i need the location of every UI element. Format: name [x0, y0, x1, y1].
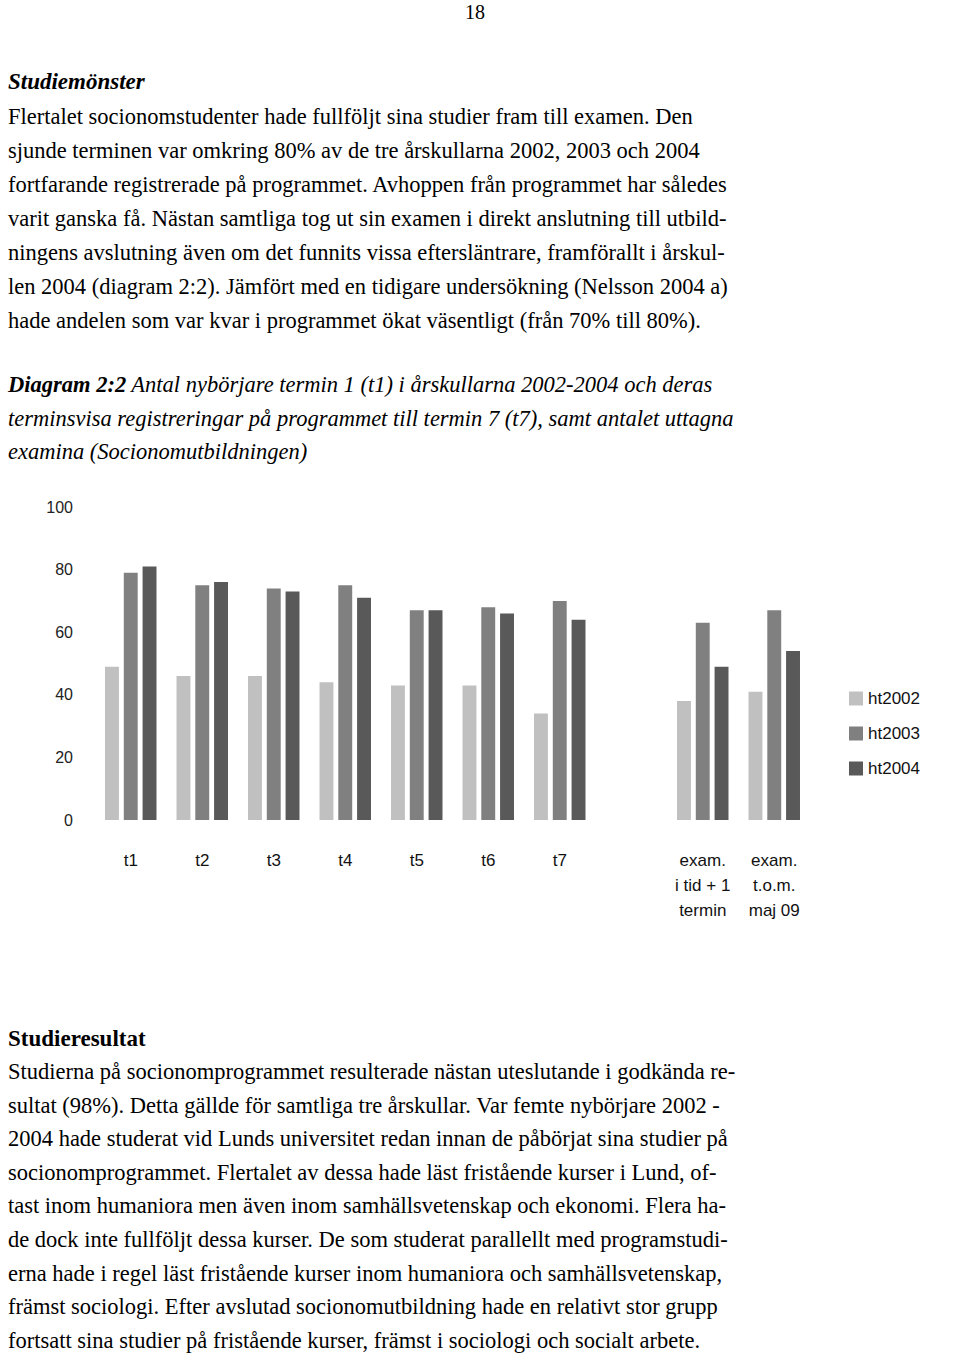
svg-text:t2: t2 [195, 851, 209, 870]
svg-text:termin: termin [679, 901, 726, 920]
html-text:terminsvisa registreringar på: terminsvisa registreringar på programmet… [8, 405, 734, 431]
svg-text:t7: t7 [553, 851, 567, 870]
html-text:examina (Socionomutbildningen): examina (Socionomutbildningen) [8, 439, 308, 464]
html-text:Studieresultat: Studieresultat [8, 1026, 146, 1051]
svg-text:exam.: exam. [680, 851, 726, 870]
svg-text:100: 100 [46, 499, 73, 516]
svg-text:80: 80 [55, 561, 73, 578]
svg-text:ht2004: ht2004 [868, 759, 920, 778]
html-text:fortfarande registrerade på pr: fortfarande registrerade på programmet. … [8, 172, 727, 197]
html-text:sultat (98%). Detta gällde för: sultat (98%). Detta gällde för samtliga … [8, 1092, 720, 1118]
svg-text:0: 0 [64, 812, 73, 829]
svg-text:20: 20 [55, 749, 73, 766]
html-text:len 2004 (diagram 2:2). Jämför: len 2004 (diagram 2:2). Jämfört med en t… [8, 274, 728, 299]
html-text:tast inom humaniora men även i: tast inom humaniora men även inom samhäl… [8, 1193, 726, 1219]
svg-text:exam.: exam. [751, 851, 797, 870]
svg-text:40: 40 [55, 686, 73, 703]
svg-text:t1: t1 [124, 851, 138, 870]
html-text:sjunde terminen var omkring 80: sjunde terminen var omkring 80% av de tr… [8, 138, 700, 163]
svg-text:t.o.m.: t.o.m. [753, 876, 796, 895]
svg-text:t5: t5 [410, 851, 424, 870]
svg-text:ht2003: ht2003 [868, 724, 920, 743]
svg-text:60: 60 [55, 624, 73, 641]
html-text:ningens avslutning även om det: ningens avslutning även om det funnits v… [8, 240, 725, 265]
svg-text:i tid + 1: i tid + 1 [675, 876, 730, 895]
html-text:varit ganska få. Nästan samtli: varit ganska få. Nästan samtliga tog ut … [8, 206, 727, 231]
html-text:erna hade i regel läst friståe: erna hade i regel läst fristående kurser… [8, 1260, 723, 1286]
html-text:hade andelen som var kvar i pr: hade andelen som var kvar i programmet ö… [8, 308, 701, 333]
svg-text:t3: t3 [267, 851, 281, 870]
html-text:2004 hade studerat vid Lunds u: 2004 hade studerat vid Lunds universitet… [8, 1126, 728, 1152]
html-text:Studiemönster: Studiemönster [8, 69, 145, 94]
html-text:socionomprogrammet. Flertalet: socionomprogrammet. Flertalet av dessa h… [8, 1159, 717, 1185]
html-text:fortsatt sina studier på frist: fortsatt sina studier på fristående kurs… [8, 1327, 700, 1353]
svg-text:t4: t4 [338, 851, 352, 870]
html-text:de dock inte fullföljt dessa k: de dock inte fullföljt dessa kurser. De … [8, 1227, 728, 1252]
svg-text:ht2002: ht2002 [868, 689, 920, 708]
svg-text:t6: t6 [481, 851, 495, 870]
html-text:Studierna på socionomprogramme: Studierna på socionomprogrammet resulter… [8, 1059, 736, 1084]
html-text:främst sociologi. Efter avslut: främst sociologi. Efter avslutad sociono… [8, 1294, 718, 1320]
svg-text:maj 09: maj 09 [749, 901, 800, 920]
html-text:18: 18 [465, 1, 485, 23]
html-text:Diagram 2:2 Antal nybörjare te: Diagram 2:2 Antal nybörjare termin 1 (t1… [8, 372, 713, 397]
html-text:Flertalet socionomstudenter ha: Flertalet socionomstudenter hade fullföl… [8, 104, 693, 129]
